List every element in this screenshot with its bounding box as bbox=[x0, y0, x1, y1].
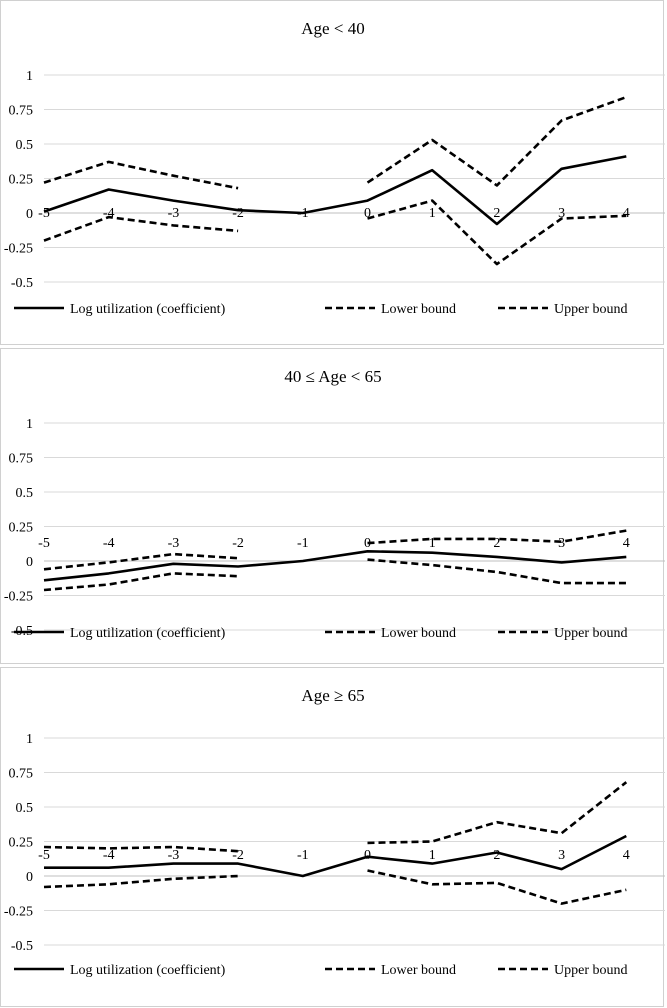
x-tick-label: 1 bbox=[429, 536, 436, 551]
x-tick-label: -3 bbox=[168, 848, 180, 863]
x-tick-label: 2 bbox=[493, 536, 500, 551]
y-tick-label: 0.25 bbox=[9, 173, 34, 188]
legend-label: Upper bound bbox=[554, 963, 628, 978]
x-tick-label: 2 bbox=[493, 206, 500, 221]
x-tick-label: 4 bbox=[623, 206, 630, 221]
y-tick-label: 0 bbox=[26, 207, 33, 222]
x-tick-label: 0 bbox=[364, 536, 371, 551]
y-tick-label: -0.25 bbox=[4, 590, 33, 605]
chart-panel-age-under-40: Age < 40 1 0.75 0.5 0.25 0 -0.25 -0.5 -5 -4 -3 -2 -1… bbox=[0, 0, 665, 345]
y-tick-label: 1 bbox=[26, 732, 33, 747]
series-line-lower-bound bbox=[43, 874, 239, 889]
x-tick-label: -5 bbox=[38, 206, 50, 221]
legend-label: Log utilization (coefficient) bbox=[70, 626, 226, 641]
series-line-upper-bound bbox=[43, 160, 239, 190]
y-tick-label: 0.75 bbox=[9, 767, 34, 782]
y-tick-label: 0.5 bbox=[16, 801, 34, 816]
x-tick-label: -4 bbox=[103, 848, 115, 863]
x-tick-label: 1 bbox=[429, 206, 436, 221]
x-tick-label: -5 bbox=[38, 536, 50, 551]
series-line-coefficient bbox=[43, 155, 627, 226]
y-tick-label: 0 bbox=[26, 870, 33, 885]
y-tick-label: -0.5 bbox=[11, 939, 33, 954]
x-tick-label: -1 bbox=[297, 536, 309, 551]
y-tick-label: 0.75 bbox=[9, 452, 34, 467]
x-tick-label: -1 bbox=[297, 848, 309, 863]
x-tick-label: -2 bbox=[232, 206, 244, 221]
legend-label: Lower bound bbox=[381, 963, 456, 978]
legend-label: Upper bound bbox=[554, 302, 628, 317]
x-tick-label: 1 bbox=[429, 848, 436, 863]
x-tick-label: 4 bbox=[623, 536, 630, 551]
series-line-coefficient bbox=[43, 550, 627, 582]
x-tick-label: 0 bbox=[364, 206, 371, 221]
legend-label: Lower bound bbox=[381, 626, 456, 641]
y-tick-label: -0.5 bbox=[11, 276, 33, 291]
x-tick-label: -2 bbox=[232, 848, 244, 863]
chart-svg-age-65-plus: Age ≥ 65 1 0.75 0.5 0.25 0 -0.25 -0.5 -5 -4 -3 -2 -1… bbox=[4, 686, 665, 978]
legend-label: Upper bound bbox=[554, 626, 628, 641]
series-line-upper-bound bbox=[43, 845, 239, 853]
x-tick-label: 4 bbox=[623, 848, 630, 863]
chart-title: Age ≥ 65 bbox=[301, 686, 364, 705]
series-line-lower-bound bbox=[43, 215, 239, 242]
y-tick-label: 0.75 bbox=[9, 104, 34, 119]
legend-label: Lower bound bbox=[381, 302, 456, 317]
legend-label: Log utilization (coefficient) bbox=[70, 963, 226, 978]
y-tick-label: 0 bbox=[26, 555, 33, 570]
series-line-upper-bound bbox=[367, 781, 628, 845]
y-tick-label: -0.25 bbox=[4, 905, 33, 920]
y-tick-label: 0.25 bbox=[9, 836, 34, 851]
y-tick-label: 1 bbox=[26, 69, 33, 84]
series-line-upper-bound bbox=[43, 552, 239, 571]
y-tick-label: 0.5 bbox=[16, 486, 34, 501]
y-tick-label: 0.5 bbox=[16, 138, 34, 153]
series-line-lower-bound bbox=[367, 199, 627, 266]
x-tick-label: 3 bbox=[558, 536, 565, 551]
x-tick-label: 3 bbox=[558, 206, 565, 221]
x-tick-label: -5 bbox=[38, 848, 50, 863]
y-tick-label: -0.25 bbox=[4, 242, 33, 257]
y-tick-label: 1 bbox=[26, 417, 33, 432]
x-tick-label: 2 bbox=[493, 848, 500, 863]
x-tick-label: -4 bbox=[103, 206, 115, 221]
series-line-upper-bound bbox=[366, 95, 627, 187]
chart-title: Age < 40 bbox=[301, 19, 364, 38]
chart-panel-age-40-to-65: 40 ≤ Age < 65 1 0.75 0.5 0.25 0 -0.25 -0.5 -5 -4-… bbox=[0, 348, 665, 664]
series-line-lower-bound bbox=[367, 869, 627, 905]
chart-panel-age-65-plus: Age ≥ 65 1 0.75 0.5 0.25 0 -0.25 -0.5 -5 -4 -3 -2 -1… bbox=[0, 667, 665, 1007]
chart-title: 40 ≤ Age < 65 bbox=[284, 367, 381, 386]
y-tick-label: 0.25 bbox=[9, 521, 34, 536]
x-tick-label: -4 bbox=[103, 536, 115, 551]
series-line-lower-bound bbox=[367, 558, 627, 585]
x-tick-label: -3 bbox=[168, 206, 180, 221]
legend-label: Log utilization (coefficient) bbox=[70, 302, 226, 317]
series-line-coefficient bbox=[44, 834, 627, 878]
x-tick-label: -3 bbox=[168, 536, 180, 551]
x-tick-label: 3 bbox=[558, 848, 565, 863]
x-tick-label: -2 bbox=[232, 536, 244, 551]
